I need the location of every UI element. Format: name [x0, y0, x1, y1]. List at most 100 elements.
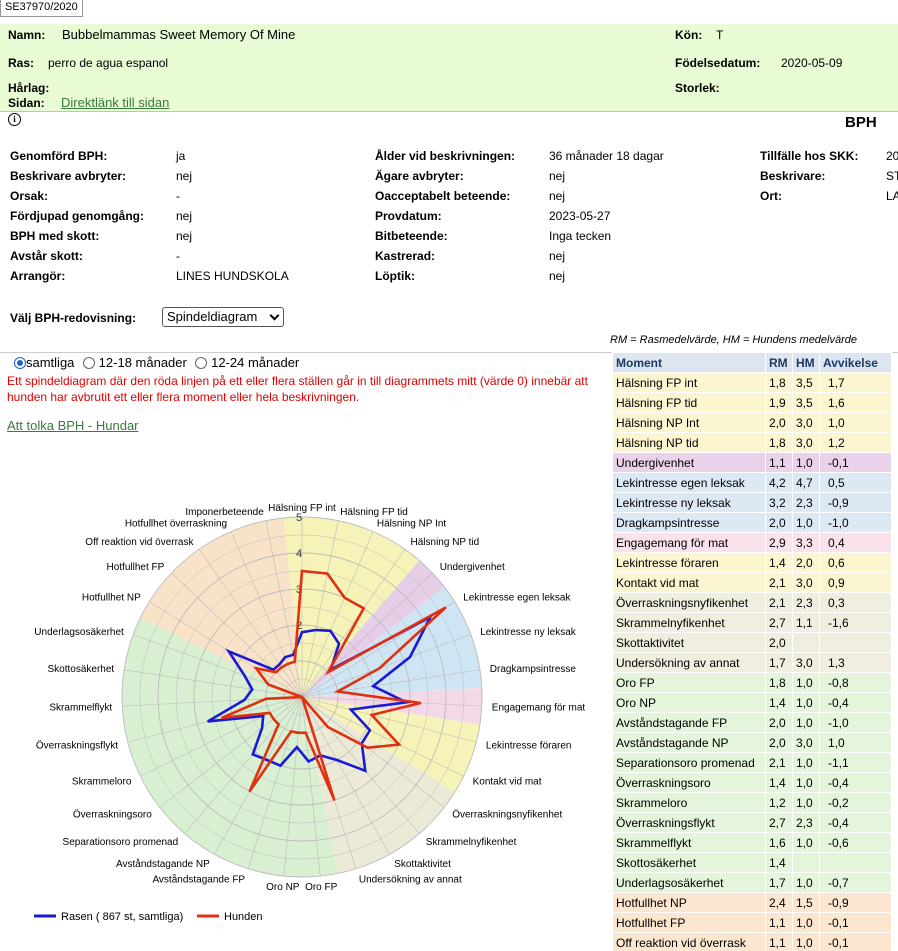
- help-link[interactable]: Att tolka BPH - Hundar: [7, 418, 139, 433]
- detail-value: nej: [549, 189, 566, 203]
- age-filter-12-18[interactable]: 12-18 månader: [83, 355, 187, 370]
- cell-hm: 1,5: [792, 892, 820, 913]
- category-label: Dragkampsintresse: [490, 664, 577, 675]
- detail-row: Avstår skott: -: [10, 249, 356, 269]
- cell-rm: 1,4: [765, 772, 793, 793]
- details-col-3: Tillfälle hos SKK: 20 Beskrivare: ST Ort: LA: [760, 149, 898, 209]
- cell-hm: 1,0: [792, 792, 820, 813]
- detail-key: Ort:: [760, 189, 782, 203]
- series-point: [307, 760, 310, 763]
- series-point: [279, 764, 282, 767]
- detail-value: 20: [886, 149, 898, 163]
- cell-rm: 2,7: [765, 812, 793, 833]
- detail-key: Avstår skott:: [10, 249, 83, 263]
- series-point: [243, 699, 246, 701]
- table-row: Hälsning NP tid 1,8 3,0 1,2: [612, 432, 892, 453]
- cell-m: Undersökning av annat: [612, 652, 766, 673]
- cell-av: [819, 632, 892, 653]
- table-row: Hälsning FP tid 1,9 3,5 1,6: [612, 392, 892, 413]
- table-row: Kontakt vid mat 2,1 3,0 0,9: [612, 572, 892, 593]
- sector-bg: [133, 697, 302, 793]
- sector-bg: [121, 687, 302, 725]
- table-row: Skrammelflykt 1,6 1,0 -0,6: [612, 832, 892, 853]
- cell-m: Off reaktion vid överrask: [612, 932, 766, 951]
- sector-bg: [302, 697, 480, 760]
- table-row: Dragkampsintresse 2,0 1,0 -1,0: [612, 512, 892, 533]
- direct-link[interactable]: Direktlänk till sidan: [61, 95, 170, 110]
- sector-bg: [248, 517, 302, 697]
- table-row: Separationsoro promenad 2,1 1,0 -1,1: [612, 752, 892, 773]
- age-filter-12-24[interactable]: 12-24 månader: [195, 355, 299, 370]
- cell-av: -0,9: [819, 492, 892, 513]
- series-point: [266, 759, 268, 761]
- info-icon[interactable]: i: [8, 113, 21, 126]
- grid-spoke: [301, 669, 480, 698]
- table-row: Hotfullhet NP 2,4 1,5 -0,9: [612, 892, 892, 913]
- detail-value: LA: [886, 189, 898, 203]
- cell-rm: 1,8: [765, 432, 793, 453]
- series-point: [378, 667, 381, 670]
- series-point: [287, 663, 289, 665]
- grid-spoke: [214, 696, 303, 855]
- r-tick-label: 3: [296, 584, 302, 596]
- series-point: [338, 643, 340, 645]
- series-point: [419, 702, 422, 704]
- series-point: [370, 714, 373, 716]
- moment-table-wrap: Moment RM HM Avvikelse Hälsning FP int 1,…: [612, 352, 892, 951]
- series-point: [277, 723, 280, 726]
- col-header-moment: Moment: [612, 352, 766, 373]
- grid-spoke: [247, 696, 303, 869]
- radio-icon[interactable]: [14, 357, 26, 369]
- detail-row: Ägare avbryter: nej: [375, 169, 729, 189]
- detail-key: Beskrivare:: [760, 169, 826, 183]
- table-row: Avståndstagande NP 2,0 3,0 1,0: [612, 732, 892, 753]
- cell-m: Skrammelnyfikenhet: [612, 612, 766, 633]
- table-row: Lekintresse ny leksak 3,2 2,3 -0,9: [612, 492, 892, 513]
- series-point: [268, 712, 271, 714]
- sector-bg: [124, 697, 302, 760]
- category-label: Överraskningsoro: [73, 808, 152, 820]
- detail-key: Ägare avbryter:: [375, 169, 464, 183]
- sector-bg: [149, 697, 302, 822]
- cell-hm: 2,3: [792, 492, 820, 513]
- cell-rm: 1,8: [765, 672, 793, 693]
- age-filter-samtliga[interactable]: samtliga: [14, 355, 74, 370]
- grid-spoke: [301, 696, 445, 808]
- cell-av: -0,4: [819, 812, 892, 833]
- series-point: [333, 799, 336, 801]
- table-row: Lekintresse egen leksak 4,2 4,7 0,5: [612, 472, 892, 493]
- cell-av: -0,9: [819, 892, 892, 913]
- detail-row: Fördjupad genomgång: nej: [10, 209, 356, 229]
- cell-av: -1,1: [819, 752, 892, 773]
- cell-m: Skottaktivitet: [612, 632, 766, 653]
- series-point: [398, 743, 400, 746]
- series-point: [327, 671, 329, 673]
- table-row: Hotfullhet FP 1,1 1,0 -0,1: [612, 912, 892, 933]
- cell-av: 1,7: [819, 372, 892, 393]
- series-point: [284, 656, 286, 659]
- radio-icon[interactable]: [195, 357, 208, 369]
- cell-m: Överraskningsnyfikenhet: [612, 592, 766, 613]
- cell-hm: 3,0: [792, 732, 820, 753]
- series-point: [290, 730, 293, 733]
- radio-icon[interactable]: [83, 357, 96, 369]
- grid-spoke: [301, 520, 339, 698]
- grid-spoke: [301, 696, 321, 877]
- redovisning-select[interactable]: Spindeldiagram: [162, 307, 284, 327]
- cell-av: 0,6: [819, 552, 892, 573]
- sector-bg: [302, 687, 482, 725]
- table-row: Skrammeloro 1,2 1,0 -0,2: [612, 792, 892, 813]
- detail-row: Bitbeteende: Inga tecken: [375, 229, 729, 249]
- cell-hm: 3,0: [792, 572, 820, 593]
- sector-bg: [199, 697, 302, 863]
- category-label: Hälsning FP tid: [340, 507, 408, 518]
- cell-rm: 1,7: [765, 652, 793, 673]
- detail-row: Beskrivare avbryter: nej: [10, 169, 356, 189]
- detail-value: nej: [549, 169, 566, 183]
- cell-hm: [792, 632, 820, 653]
- cell-m: Överraskningsflykt: [612, 812, 766, 833]
- grid-spoke: [301, 696, 464, 777]
- dog-name: Bubbelmammas Sweet Memory Of Mine: [62, 27, 296, 42]
- sector-bg: [302, 539, 420, 697]
